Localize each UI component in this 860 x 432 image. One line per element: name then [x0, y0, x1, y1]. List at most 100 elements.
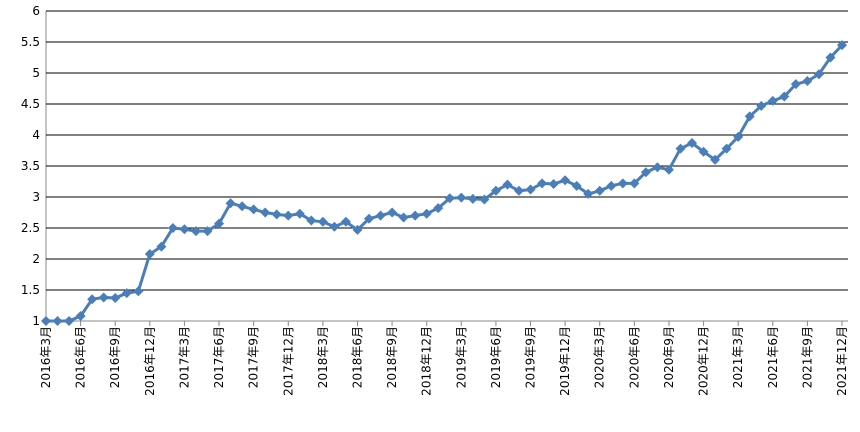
data-marker: [190, 226, 201, 237]
data-marker: [167, 223, 178, 233]
data-marker: [340, 216, 351, 227]
data-marker: [779, 91, 790, 102]
data-marker: [548, 178, 559, 189]
data-marker: [802, 76, 813, 87]
data-marker: [133, 286, 144, 297]
data-marker: [744, 111, 755, 122]
data-marker: [733, 131, 744, 142]
data-marker: [813, 69, 824, 80]
data-marker: [41, 316, 51, 326]
data-marker: [525, 184, 536, 195]
y-tick-label: 1: [32, 314, 40, 328]
data-marker: [306, 215, 317, 226]
data-marker: [467, 193, 478, 204]
data-marker: [271, 209, 282, 220]
y-tick-label: 2.5: [21, 221, 40, 235]
data-marker: [156, 241, 167, 252]
data-marker: [513, 185, 524, 196]
x-tick-label: 2018年3月: [316, 326, 330, 388]
data-marker: [144, 249, 155, 260]
x-tick-label: 2021年3月: [731, 326, 745, 388]
data-line: [46, 44, 844, 323]
data-marker: [237, 201, 248, 212]
data-marker: [387, 207, 398, 218]
x-tick-label: 2017年3月: [177, 326, 191, 388]
data-marker: [687, 138, 698, 149]
data-marker: [721, 143, 732, 154]
data-marker: [64, 316, 75, 326]
x-tick-label: 2019年3月: [454, 326, 468, 388]
y-tick-label: 1.5: [21, 283, 40, 297]
x-tick-label: 2021年12月: [835, 326, 849, 396]
x-tick-label: 2020年9月: [662, 326, 676, 388]
x-tick-label: 2018年12月: [420, 326, 434, 396]
data-marker: [225, 198, 236, 209]
x-tick-label: 2020年6月: [627, 326, 641, 388]
data-marker: [317, 216, 328, 227]
data-marker: [790, 79, 801, 90]
y-tick-label: 3.5: [21, 159, 40, 173]
data-marker: [756, 100, 767, 111]
x-tick-label: 2018年9月: [385, 326, 399, 388]
data-marker: [825, 52, 836, 63]
data-marker: [444, 193, 455, 204]
data-marker: [537, 178, 548, 189]
data-marker: [571, 180, 582, 191]
data-marker: [87, 294, 98, 305]
data-marker: [606, 180, 617, 191]
data-marker: [352, 224, 363, 235]
x-tick-label: 2016年12月: [143, 326, 157, 396]
data-marker: [767, 95, 778, 106]
x-tick-label: 2019年6月: [489, 326, 503, 388]
data-marker: [260, 207, 271, 218]
data-marker: [329, 221, 340, 232]
y-tick-label: 4.5: [21, 97, 40, 111]
data-marker: [98, 292, 109, 303]
x-tick-label: 2019年9月: [524, 326, 538, 388]
data-marker: [214, 218, 225, 229]
data-marker: [179, 224, 190, 235]
x-tick-label: 2016年6月: [74, 326, 88, 388]
data-marker: [617, 178, 628, 189]
x-tick-label: 2016年9月: [108, 326, 122, 388]
y-tick-label: 5: [32, 66, 40, 80]
data-marker: [490, 185, 501, 196]
x-tick-label: 2021年9月: [800, 326, 814, 388]
data-marker: [837, 40, 847, 51]
data-marker: [652, 162, 663, 173]
data-marker: [433, 203, 444, 214]
y-tick-label: 5.5: [21, 35, 40, 49]
data-marker: [560, 175, 571, 186]
data-marker: [675, 143, 686, 154]
x-tick-label: 2016年3月: [39, 326, 53, 388]
y-tick-label: 2: [32, 252, 40, 266]
data-marker: [410, 210, 421, 221]
x-tick-label: 2020年12月: [697, 326, 711, 396]
y-tick-label: 3: [32, 190, 40, 204]
data-marker: [110, 293, 121, 304]
data-marker: [121, 288, 132, 299]
x-tick-label: 2017年9月: [247, 326, 261, 388]
data-marker: [421, 208, 432, 219]
data-marker: [248, 204, 259, 215]
x-tick-label: 2020年3月: [593, 326, 607, 388]
data-marker: [479, 194, 490, 205]
data-marker: [629, 178, 640, 189]
y-tick-label: 6: [32, 4, 40, 18]
data-marker: [663, 164, 674, 175]
data-marker: [398, 212, 409, 223]
x-tick-label: 2021年6月: [766, 326, 780, 388]
data-marker: [375, 210, 386, 221]
y-tick-label: 4: [32, 128, 40, 142]
x-tick-label: 2017年6月: [212, 326, 226, 388]
data-marker: [283, 210, 294, 221]
data-marker: [698, 146, 709, 157]
data-marker: [294, 208, 305, 219]
data-marker: [364, 213, 375, 224]
data-marker: [456, 192, 467, 203]
data-marker: [710, 154, 721, 165]
data-marker: [52, 316, 63, 326]
data-marker: [502, 179, 513, 190]
x-tick-label: 2019年12月: [558, 326, 572, 396]
